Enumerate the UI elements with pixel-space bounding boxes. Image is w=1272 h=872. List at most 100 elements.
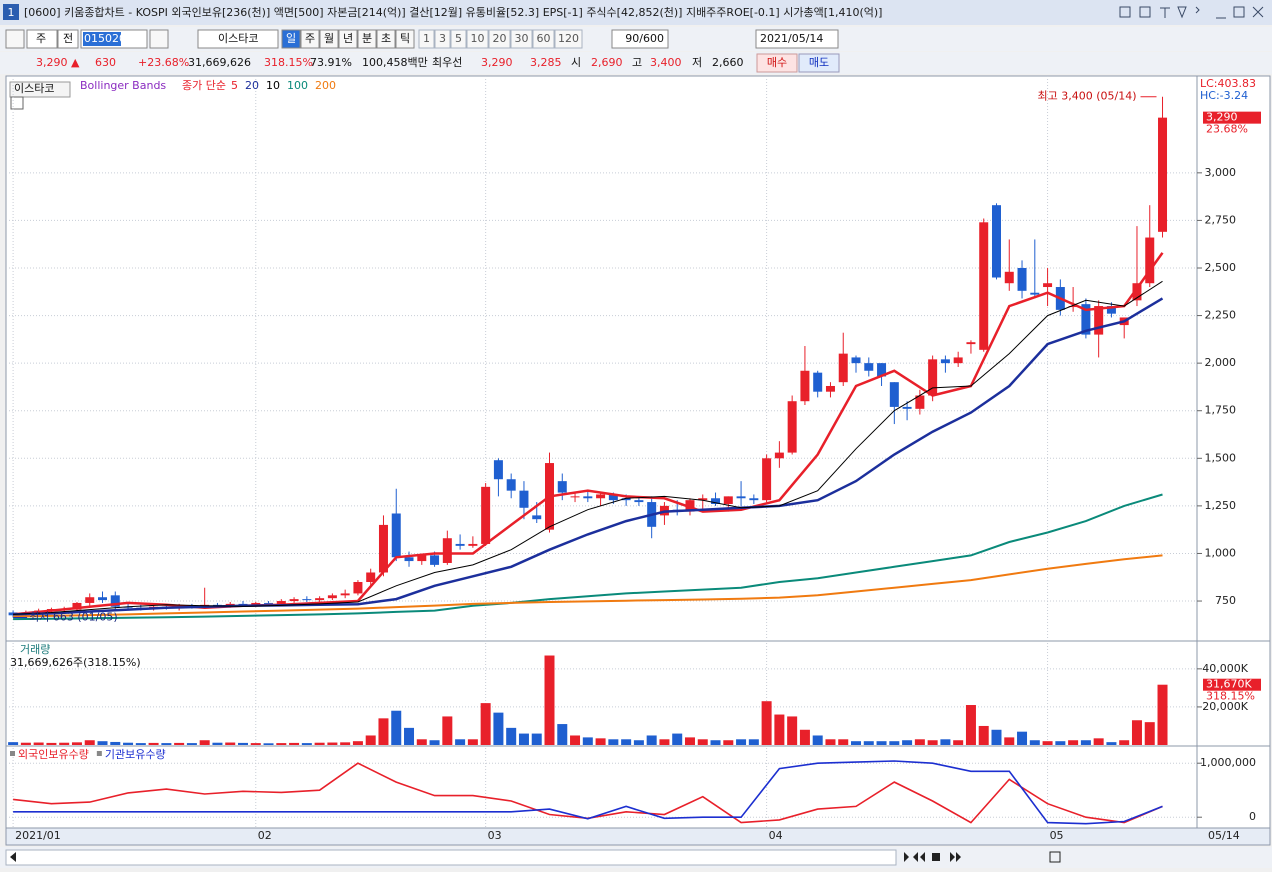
sell-button[interactable] (798, 53, 840, 73)
legend-entry[interactable]: 5 (231, 79, 238, 92)
quote-high-label: 고 (632, 56, 642, 69)
investor-line (13, 760, 1163, 825)
range: 전 (63, 32, 73, 45)
quote-rate: +23.68% (138, 56, 189, 69)
interval-button[interactable] (450, 29, 467, 49)
legend-entry[interactable]: 기관보유수량 (105, 748, 166, 761)
interval-label[interactable]: 20 (493, 32, 507, 45)
stock-legend-box[interactable] (9, 81, 71, 98)
count-field[interactable] (611, 29, 669, 49)
scroll-controls[interactable] (10, 851, 1244, 863)
legend-entry[interactable]: 100 (287, 79, 308, 92)
interval-button[interactable] (488, 29, 511, 49)
candle-body (608, 494, 618, 501)
legend-entry[interactable]: 200 (315, 79, 336, 92)
candle-body (723, 496, 733, 504)
legend-indicator[interactable]: Bollinger Bands (80, 79, 166, 92)
period-label[interactable]: 년 (343, 32, 353, 45)
period-label[interactable]: 월 (324, 32, 334, 45)
date: 2021/05/14 (760, 32, 823, 45)
period-button[interactable] (300, 29, 320, 49)
volume-bar (327, 742, 338, 745)
candle-body (877, 363, 887, 377)
volume-bar (20, 742, 31, 745)
stock-name: 이스타코 (218, 32, 258, 45)
legend-stock[interactable]: 이스타코 (14, 82, 54, 95)
quote-open: 2,690 (591, 56, 623, 69)
period-button[interactable] (281, 29, 301, 49)
volume-bar (212, 742, 223, 745)
period-button[interactable] (357, 29, 377, 49)
volume-bar (608, 739, 619, 745)
volume-bar (697, 739, 708, 745)
buy-button[interactable] (756, 53, 798, 73)
date-field[interactable] (755, 29, 839, 49)
last-volume-rate: 318.15% (1206, 690, 1255, 703)
volume-bar (736, 739, 747, 745)
period-label[interactable]: 주 (305, 32, 315, 45)
interval-label[interactable]: 60 (537, 32, 551, 45)
interval-button[interactable] (466, 29, 489, 49)
candle-body (468, 543, 478, 546)
legend-entry[interactable]: 10 (266, 79, 280, 92)
period-label[interactable]: 분 (362, 32, 372, 45)
volume-bar (825, 739, 836, 745)
interval-label[interactable]: 10 (471, 32, 485, 45)
legend-ma-label[interactable]: 종가 단순 (182, 79, 226, 92)
period-button[interactable] (319, 29, 339, 49)
period-label[interactable]: 틱 (400, 32, 410, 45)
legend-entry[interactable]: 외국인보유수량 (18, 748, 89, 761)
interval-button[interactable] (434, 29, 451, 49)
interval-label[interactable]: 120 (558, 32, 579, 45)
interval-button[interactable] (418, 29, 435, 49)
candle-body (225, 603, 235, 606)
interval-button[interactable] (510, 29, 533, 49)
volume-bar (174, 742, 185, 745)
interval-label[interactable]: 5 (455, 32, 462, 45)
quote-bar (0, 52, 1272, 74)
window-controls[interactable] (1119, 6, 1264, 19)
candle-body (1068, 306, 1078, 308)
quote-change: 630 (95, 56, 116, 69)
code-highlight (83, 32, 121, 46)
volume-bar (416, 739, 427, 745)
volume-bar (787, 716, 798, 745)
candle-body (774, 452, 784, 459)
search-button[interactable] (149, 29, 169, 49)
quote-ratio: 73.91% (310, 56, 352, 69)
period-label[interactable]: 초 (381, 32, 391, 45)
period-button[interactable] (376, 29, 396, 49)
buy-label[interactable]: 매수 (767, 56, 787, 69)
bar-count: 90/600 (625, 32, 664, 45)
volume-bar (774, 714, 785, 745)
interval-label[interactable]: 30 (515, 32, 529, 45)
candle-body (404, 557, 414, 562)
interval-label[interactable]: 1 (423, 32, 430, 45)
name-field[interactable] (197, 29, 279, 49)
sell-label[interactable]: 매도 (809, 56, 829, 69)
interval-label[interactable]: 3 (439, 32, 446, 45)
range-button[interactable] (57, 29, 79, 49)
interval-button[interactable] (554, 29, 583, 49)
scroll-track[interactable] (5, 849, 897, 866)
legend-entry[interactable]: 20 (245, 79, 259, 92)
market-select[interactable] (26, 29, 58, 49)
volume-bar (442, 716, 453, 745)
candle-body (825, 385, 835, 392)
period-label[interactable]: 일 (286, 31, 296, 45)
candle-body (966, 342, 976, 345)
window-icon-label: 1 (8, 6, 15, 19)
candle-body (698, 498, 708, 501)
period-button[interactable] (338, 29, 358, 49)
interval-button[interactable] (532, 29, 555, 49)
candle-body (1158, 117, 1168, 232)
volume-bar (723, 740, 734, 745)
table-icon[interactable] (10, 96, 24, 110)
menu-button[interactable] (5, 29, 25, 49)
volume-bar (1042, 741, 1053, 745)
volume-bar (97, 741, 108, 745)
volume-bar (1093, 738, 1104, 745)
period-button[interactable] (395, 29, 415, 49)
volume-bar (352, 741, 363, 745)
